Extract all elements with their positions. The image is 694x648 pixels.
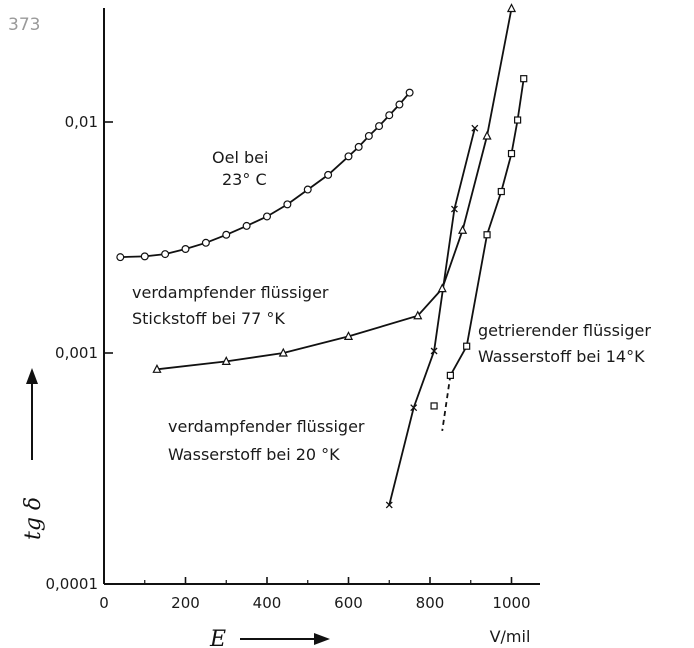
oel-23c-point — [161, 250, 170, 259]
oel-23c-point — [375, 122, 384, 131]
oel-23c-point — [344, 152, 353, 161]
y-tick-label: 0,01 — [65, 113, 98, 131]
x-tick-label: 1000 — [492, 594, 530, 612]
nitrogen-77k-point — [278, 347, 288, 357]
y-axis-title: tg δ — [21, 497, 46, 540]
oel-23c-point — [324, 170, 333, 179]
x-tick-label: 800 — [416, 594, 445, 612]
hydrogen-20k-line — [388, 127, 476, 506]
axes: 0 200 400 600 800 1000 0,0001 0,001 0,01 — [46, 8, 540, 612]
y-tick-label: 0,001 — [55, 344, 98, 362]
hydrogen-20k-point — [410, 404, 418, 412]
nitrogen-77k-point — [343, 331, 354, 340]
hydrogen-14k-label-line-2: Wasserstoff bei 14°K — [478, 347, 645, 366]
x-tick-label: 400 — [253, 594, 282, 612]
nitrogen-77k-point — [506, 3, 517, 13]
x-tick-label: 0 — [99, 594, 109, 612]
oel-23c-label-line-2: 23° C — [222, 170, 267, 189]
hydrogen-20k-label-line-2: Wasserstoff bei 20 °K — [168, 445, 340, 464]
markers — [116, 3, 528, 509]
hydrogen-14k-point — [463, 342, 471, 350]
oel-23c-point — [364, 131, 373, 140]
oel-23c-point — [201, 238, 210, 247]
oel-23c-point — [405, 88, 414, 97]
oel-23c-point — [303, 185, 312, 194]
x-axis-arrowhead — [314, 633, 330, 645]
x-axis-title: E — [209, 627, 226, 648]
hydrogen-14k-point — [514, 116, 522, 124]
y-axis-arrowhead — [26, 368, 38, 384]
page-number: 373 — [8, 15, 40, 35]
nitrogen-77k-point — [437, 283, 447, 293]
nitrogen-77k-point — [413, 310, 423, 320]
hydrogen-20k-point — [430, 347, 438, 355]
oel-23c-point — [354, 142, 363, 151]
nitrogen-77k-label-line-1: verdampfender flüssiger — [132, 283, 329, 302]
oel-23c-label-line-1: Oel bei — [212, 148, 268, 167]
oel-23c-point — [116, 253, 125, 262]
hydrogen-14k-point — [446, 371, 454, 379]
oel-23c-point — [263, 212, 272, 221]
hydrogen-20k-point — [471, 124, 479, 132]
oel-23c-point — [181, 244, 190, 253]
x-axis-unit: V/mil — [490, 627, 531, 646]
nitrogen-77k-label-line-2: Stickstoff bei 77 °K — [132, 309, 285, 328]
nitrogen-77k-point — [152, 363, 162, 373]
oel-23c-point — [395, 100, 404, 109]
annotations: E V/mil tg δ Oel bei 23° C verdampfender flüs… — [21, 148, 651, 648]
hydrogen-14k-label-line-1: getrierender flüssiger — [478, 321, 651, 340]
hydrogen-20k-point — [385, 501, 393, 509]
nitrogen-77k-point — [458, 224, 468, 234]
y-tick-label: 0,0001 — [46, 575, 99, 593]
hydrogen-14k-point — [497, 187, 505, 196]
hydrogen-14k-point — [430, 402, 438, 410]
hydrogen-20k-point — [450, 205, 458, 213]
hydrogen-20k-label-line-1: verdampfender flüssiger — [168, 417, 365, 436]
oel-23c-point — [222, 230, 231, 239]
nitrogen-77k-point — [221, 356, 231, 365]
oel-23c-point — [242, 221, 251, 230]
hydrogen-14k-dashed-extension — [441, 375, 452, 432]
oel-23c-point — [385, 111, 394, 120]
oel-23c-point — [283, 200, 292, 209]
nitrogen-77k-point — [482, 130, 492, 140]
x-tick-label: 200 — [171, 594, 200, 612]
hydrogen-14k-point — [483, 231, 491, 239]
oel-23c-point — [140, 252, 149, 261]
x-tick-label: 600 — [334, 594, 363, 612]
hydrogen-14k-point — [507, 149, 516, 158]
hydrogen-14k-point — [520, 75, 528, 83]
